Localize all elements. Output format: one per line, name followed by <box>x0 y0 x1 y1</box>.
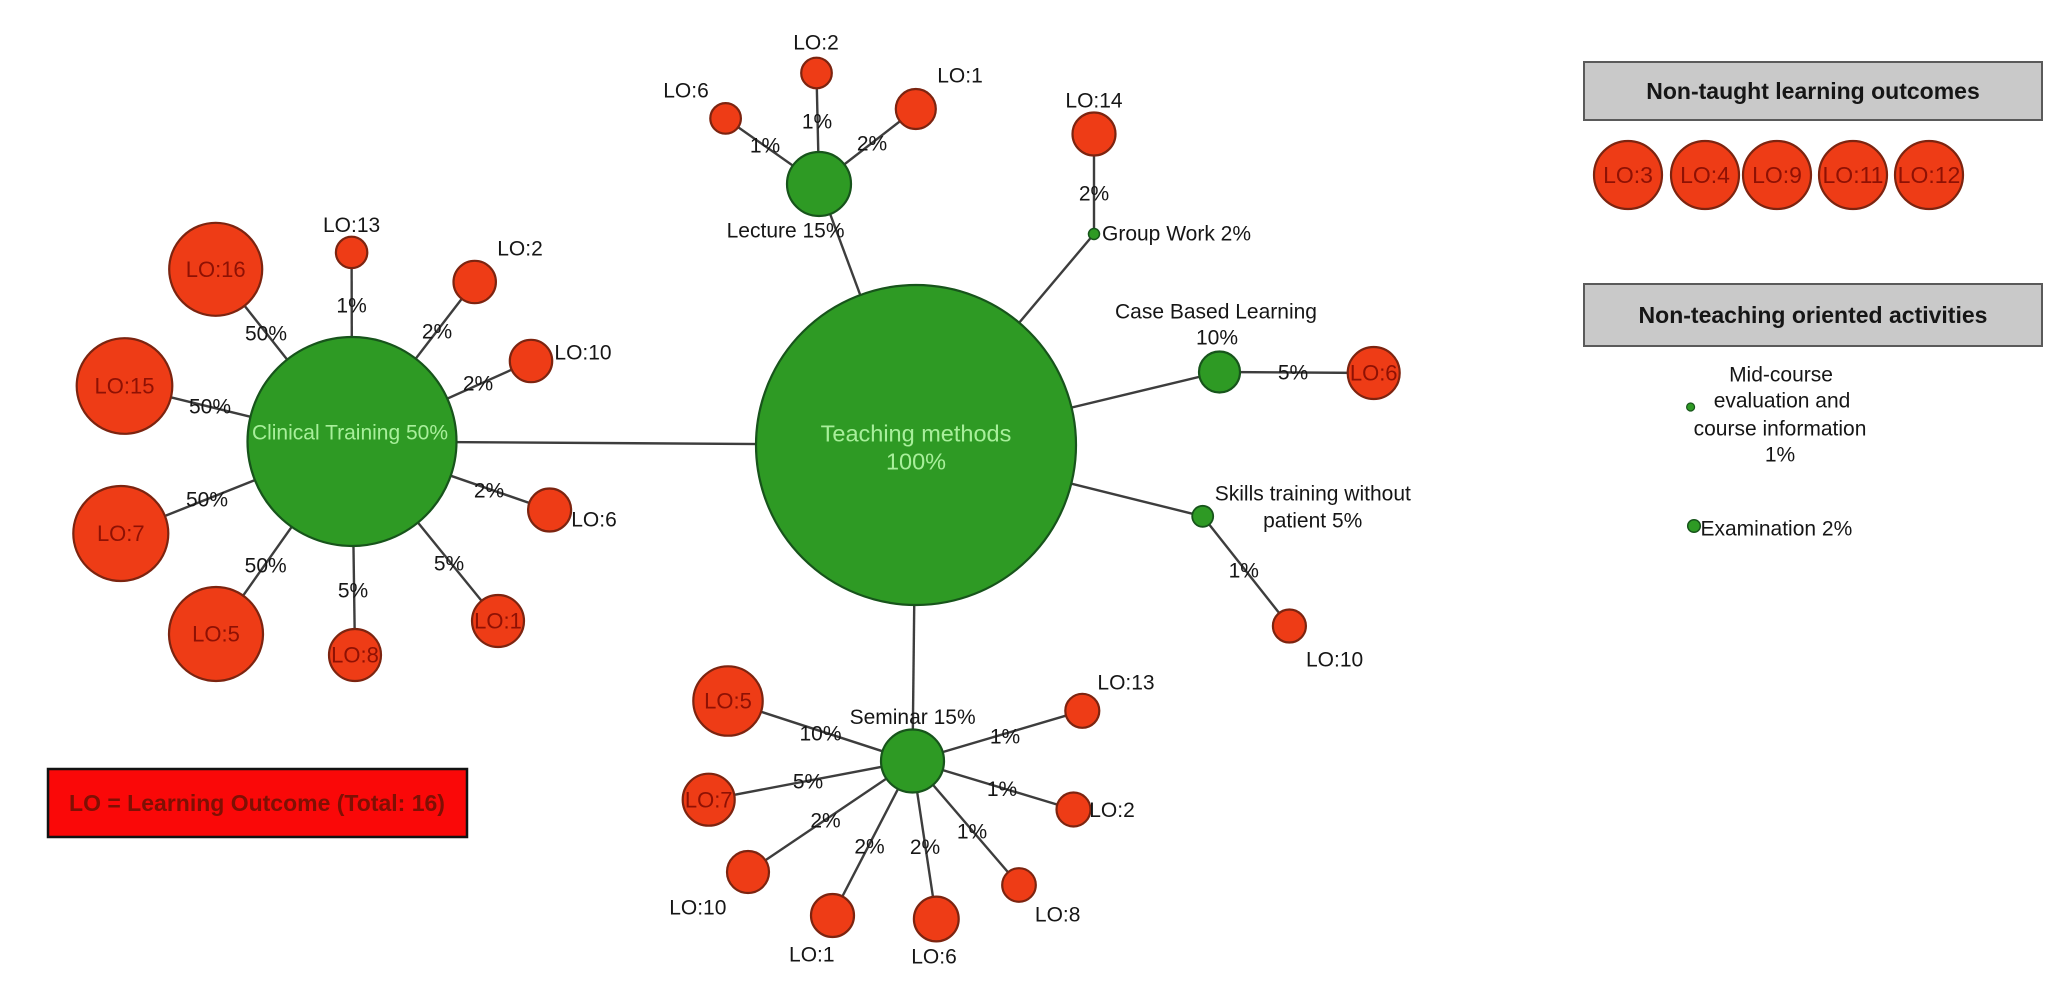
svg-text:Seminar 15%: Seminar 15% <box>850 706 976 729</box>
svg-text:patient 5%: patient 5% <box>1263 509 1362 532</box>
svg-text:50%: 50% <box>245 322 287 345</box>
svg-text:LO:6: LO:6 <box>663 79 709 102</box>
svg-text:LO:1: LO:1 <box>937 64 983 87</box>
svg-text:2%: 2% <box>1079 182 1109 205</box>
svg-text:5%: 5% <box>1278 361 1308 384</box>
svg-text:LO:16: LO:16 <box>186 257 246 282</box>
svg-text:LO:10: LO:10 <box>554 341 611 364</box>
svg-text:LO:10: LO:10 <box>1306 648 1363 671</box>
svg-text:1%: 1% <box>1765 443 1795 466</box>
svg-text:Non-taught learning outcomes: Non-taught learning outcomes <box>1646 78 1980 104</box>
svg-text:LO:9: LO:9 <box>1752 162 1802 188</box>
svg-text:LO:13: LO:13 <box>1097 671 1154 694</box>
svg-text:Mid-course: Mid-course <box>1729 363 1833 386</box>
svg-text:LO:6: LO:6 <box>911 945 957 968</box>
svg-text:LO:14: LO:14 <box>1065 89 1123 112</box>
svg-text:1%: 1% <box>957 820 987 843</box>
svg-text:LO:2: LO:2 <box>1089 799 1135 822</box>
svg-text:LO = Learning Outcome (Total:: LO = Learning Outcome (Total: 16) <box>69 790 445 816</box>
svg-text:LO:1: LO:1 <box>474 609 522 634</box>
svg-text:LO:7: LO:7 <box>685 787 733 812</box>
svg-text:LO:2: LO:2 <box>497 237 543 260</box>
svg-text:LO:10: LO:10 <box>669 896 726 919</box>
svg-text:50%: 50% <box>186 488 228 511</box>
svg-text:course information: course information <box>1694 417 1867 440</box>
svg-text:LO:4: LO:4 <box>1680 162 1730 188</box>
svg-text:5%: 5% <box>338 579 368 602</box>
svg-text:10%: 10% <box>1196 326 1238 349</box>
svg-text:2%: 2% <box>474 479 504 502</box>
svg-text:Examination 2%: Examination 2% <box>1701 517 1853 540</box>
svg-text:LO:3: LO:3 <box>1603 162 1653 188</box>
svg-text:1%: 1% <box>1229 559 1259 582</box>
svg-text:LO:6: LO:6 <box>1350 361 1398 386</box>
svg-text:Clinical Training 50%: Clinical Training 50% <box>252 421 448 444</box>
svg-text:LO:7: LO:7 <box>97 521 145 546</box>
svg-text:LO:5: LO:5 <box>704 689 752 714</box>
svg-text:Non-teaching oriented activiti: Non-teaching oriented activities <box>1639 302 1988 328</box>
svg-text:50%: 50% <box>189 395 231 418</box>
svg-text:LO:2: LO:2 <box>793 31 839 54</box>
svg-text:LO:5: LO:5 <box>192 622 240 647</box>
svg-text:LO:6: LO:6 <box>571 508 617 531</box>
svg-text:1%: 1% <box>750 134 780 157</box>
svg-text:LO:12: LO:12 <box>1898 162 1961 188</box>
svg-text:5%: 5% <box>434 552 464 575</box>
svg-text:Group Work 2%: Group Work 2% <box>1102 222 1251 245</box>
svg-text:10%: 10% <box>799 722 841 745</box>
svg-text:100%: 100% <box>886 448 946 474</box>
svg-text:LO:8: LO:8 <box>1035 903 1081 926</box>
svg-text:2%: 2% <box>810 809 840 832</box>
svg-text:2%: 2% <box>463 372 493 395</box>
svg-text:Case Based Learning: Case Based Learning <box>1115 300 1317 323</box>
svg-text:Skills training without: Skills training without <box>1215 482 1411 505</box>
svg-text:2%: 2% <box>422 320 452 343</box>
svg-text:5%: 5% <box>793 770 823 793</box>
svg-text:2%: 2% <box>910 836 940 859</box>
svg-text:LO:1: LO:1 <box>789 943 835 966</box>
svg-text:1%: 1% <box>990 725 1020 748</box>
svg-text:Teaching methods: Teaching methods <box>821 420 1012 446</box>
svg-text:LO:11: LO:11 <box>1823 162 1884 188</box>
svg-text:50%: 50% <box>245 554 287 577</box>
svg-text:1%: 1% <box>336 294 366 317</box>
svg-text:LO:13: LO:13 <box>323 214 380 237</box>
svg-text:evaluation and: evaluation and <box>1714 389 1851 412</box>
svg-text:LO:8: LO:8 <box>331 643 379 668</box>
svg-text:2%: 2% <box>854 835 884 858</box>
svg-text:1%: 1% <box>987 778 1017 801</box>
svg-text:2%: 2% <box>857 132 887 155</box>
svg-text:LO:15: LO:15 <box>95 374 155 399</box>
svg-text:1%: 1% <box>802 110 832 133</box>
svg-text:Lecture 15%: Lecture 15% <box>727 219 845 242</box>
